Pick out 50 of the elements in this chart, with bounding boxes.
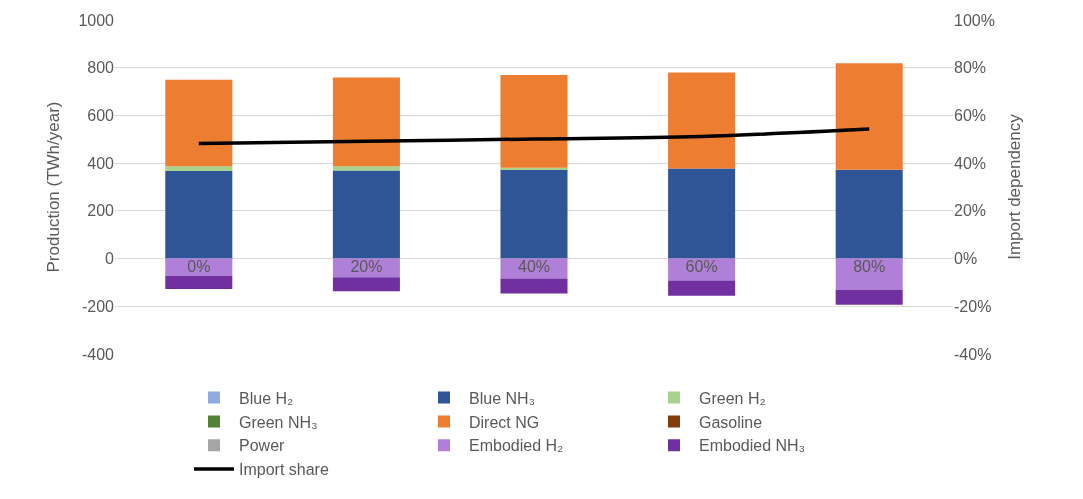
x-tick-label: 20% [350,257,383,275]
bar [165,166,233,172]
y-tick-label: 800 [87,59,115,77]
legend-label: Gasoline [699,413,763,431]
bar [332,166,400,171]
bar [668,280,736,296]
bar [668,168,736,259]
bar [835,169,903,259]
legend-label: Blue NH₃ [469,389,536,407]
bar [165,275,233,290]
y-tick-label: 600 [87,107,115,125]
y2-tick-label: -40% [954,345,992,363]
legend-label: Power [239,437,286,455]
x-tick-label: 60% [685,257,718,275]
y-tick-label: 0 [105,250,115,268]
legend-label: Blue H₂ [239,389,294,407]
legend-label: Import share [239,461,329,479]
y2-tick-label: 40% [954,154,987,172]
y2-tick-label: 20% [954,202,987,220]
y2-tick-label: 60% [954,107,987,125]
y-tick-label: 1000 [78,11,115,29]
x-tick-label: 80% [853,257,886,275]
legend-label: Green H₂ [699,389,766,407]
bar [500,75,568,168]
y-tick-label: 200 [87,202,115,220]
x-tick-label: 0% [187,257,211,275]
bar [332,77,400,167]
bar [332,170,400,259]
y-tick-label: -200 [81,297,115,315]
y2-tick-label: -20% [954,297,992,315]
y-axis-title: Production (TWh/year) [43,101,63,273]
legend-label: Embodied NH₃ [699,437,806,455]
legend-label: Direct NG [469,413,540,431]
legend-label: Green NH₃ [239,413,318,431]
legend-label: Embodied H₂ [469,437,564,455]
y2-tick-label: 100% [954,11,995,29]
y-tick-label: -400 [81,345,115,363]
line-series [197,127,871,146]
y2-axis-title: Import dependency [1005,113,1025,260]
bar [835,63,903,170]
bar [668,72,736,169]
bar [500,278,568,294]
y-tick-label: 400 [87,154,115,172]
bar [835,290,903,305]
bar [332,277,400,292]
bar [165,79,233,167]
x-tick-label: 40% [517,257,551,275]
bar [165,171,233,259]
y2-tick-label: 80% [954,59,987,77]
bar [500,169,568,259]
